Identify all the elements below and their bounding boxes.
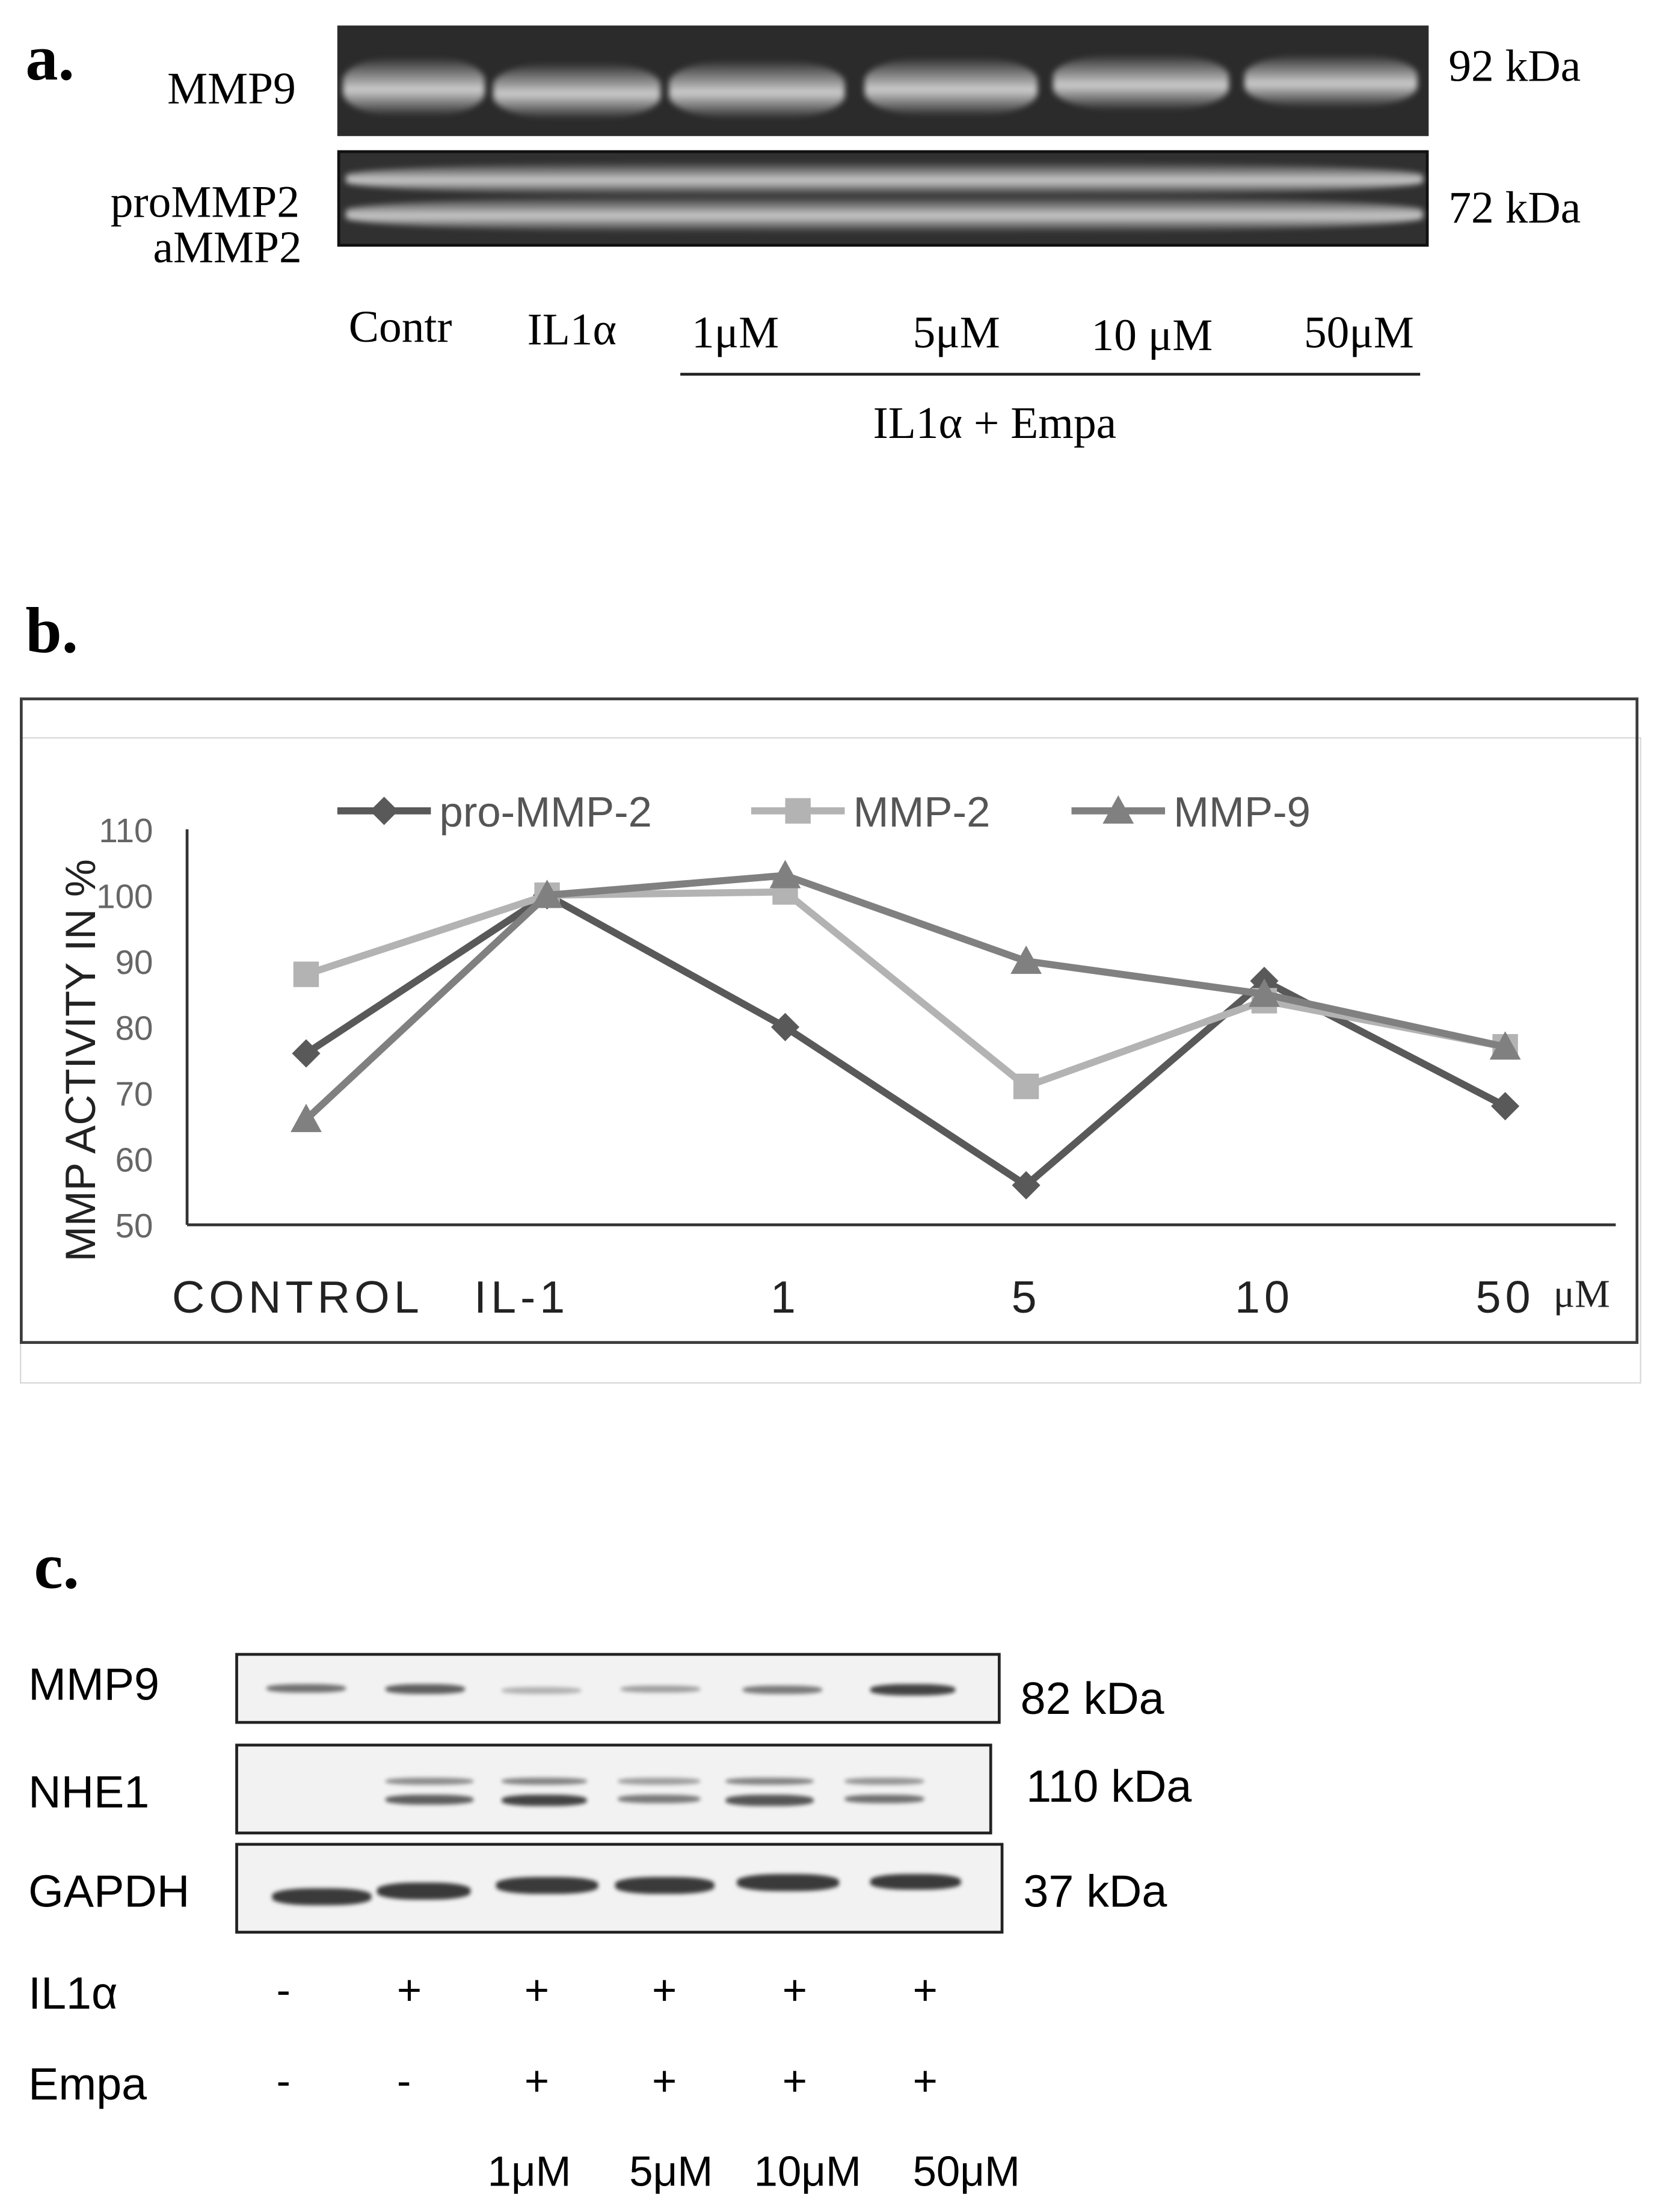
chart-frame	[19, 697, 1639, 1344]
wb-size-gapdh: 37 kDa	[1023, 1865, 1167, 1917]
empa-sign: +	[912, 2058, 938, 2106]
ammp2-label: aMMP2	[153, 221, 302, 273]
triangle-marker	[531, 880, 563, 908]
mmp9-label: MMP9	[167, 62, 296, 114]
y-axis: 50 60 70 80 90 100 110	[96, 812, 1616, 1245]
empa-sign: -	[396, 2058, 411, 2106]
triangle-marker	[1489, 1031, 1521, 1060]
wb-size-nhe1: 110 kDa	[1026, 1760, 1192, 1812]
panel-a-letter: a.	[25, 21, 75, 94]
dose-label-10um: 10μM	[754, 2149, 861, 2196]
triangle-marker	[1249, 978, 1280, 1007]
lane-label-10um: 10 μM	[1091, 309, 1213, 360]
series-line	[303, 872, 1506, 1123]
x-tick-label: 50	[1476, 1272, 1535, 1322]
square-marker	[1013, 1073, 1039, 1100]
triangle-marker	[769, 860, 801, 889]
il1a-sign: +	[524, 1967, 550, 2015]
western-blot-mmp9	[235, 1653, 1001, 1724]
il1a-sign: +	[396, 1967, 422, 2015]
lane-label-contr: Contr	[348, 300, 452, 352]
empa-sign: -	[276, 2058, 291, 2106]
chart-legend: pro-MMP-2 MMP-2 MMP-9	[337, 788, 1311, 836]
wb-label-gapdh: GAPDH	[28, 1865, 190, 1917]
y-axis-label: MMP ACTIVITY IN %	[58, 859, 105, 1262]
diamond-marker	[1012, 1171, 1041, 1200]
legend-entry: MMP-9	[1071, 788, 1311, 836]
prommp2-label: proMMP2	[110, 176, 300, 227]
il1a-row-label: IL1α	[28, 1967, 118, 2019]
legend-entry: pro-MMP-2	[337, 788, 652, 836]
triangle-marker	[1102, 795, 1134, 824]
lane-label-5um: 5μM	[912, 306, 1000, 357]
il1a-sign: +	[912, 1967, 938, 2015]
empa-sign: +	[524, 2058, 550, 2106]
mmp2-size-label: 72 kDa	[1448, 181, 1581, 233]
legend-label: MMP-2	[853, 788, 991, 836]
x-axis: CONTROL IL-1 1 5 10 50	[172, 1272, 1535, 1322]
lane-label-1um: 1μM	[691, 306, 779, 357]
series-mmp-2	[293, 879, 1518, 1100]
panel-c-letter: c.	[34, 1529, 79, 1602]
mmp9-size-label: 92 kDa	[1448, 39, 1581, 91]
il1a-sign: -	[276, 1967, 291, 2015]
y-tick-label: 90	[115, 943, 153, 981]
x-tick-label: CONTROL	[172, 1272, 423, 1322]
series-line	[304, 892, 1507, 1189]
y-tick-label: 110	[99, 812, 153, 849]
series-mmp-9	[291, 860, 1521, 1132]
square-marker	[293, 961, 319, 987]
empa-sign: +	[782, 2058, 808, 2106]
x-tick-label: IL-1	[474, 1272, 569, 1322]
lane-label-il1a: IL1α	[527, 303, 617, 355]
empa-group-label: IL1α + Empa	[873, 396, 1117, 448]
diamond-marker	[370, 796, 399, 825]
wb-size-mmp9: 82 kDa	[1020, 1672, 1164, 1724]
lane-label-50um: 50μM	[1303, 306, 1414, 357]
x-tick-label: 10	[1235, 1272, 1294, 1322]
western-blot-nhe1	[235, 1743, 992, 1835]
series-line	[305, 888, 1506, 1090]
dose-label-50um: 50μM	[912, 2149, 1020, 2196]
x-axis-unit: μM	[1553, 1273, 1610, 1317]
triangle-marker	[291, 1103, 322, 1132]
empa-group-line	[680, 372, 1421, 376]
diamond-marker	[1491, 1092, 1520, 1121]
legend-label: pro-MMP-2	[440, 788, 652, 836]
x-tick-label: 1	[770, 1272, 800, 1322]
legend-label: MMP-9	[1173, 788, 1311, 836]
x-tick-label: 5	[1012, 1272, 1041, 1322]
empa-sign: +	[651, 2058, 677, 2106]
legend-entry: MMP-2	[751, 788, 990, 836]
dose-label-1um: 1μM	[487, 2149, 571, 2196]
zymogram-mmp2-strip	[337, 150, 1429, 247]
y-tick-label: 80	[115, 1009, 153, 1047]
western-blot-gapdh	[235, 1843, 1004, 1934]
wb-label-nhe1: NHE1	[28, 1766, 150, 1818]
panel-b-letter: b.	[25, 594, 78, 667]
y-tick-label: 70	[115, 1075, 153, 1113]
empa-row-label: Empa	[28, 2058, 147, 2110]
triangle-marker	[1010, 945, 1042, 974]
il1a-sign: +	[782, 1967, 808, 2015]
dose-label-5um: 5μM	[629, 2149, 713, 2196]
chart-series	[291, 860, 1521, 1200]
square-marker	[785, 798, 811, 824]
wb-label-mmp9: MMP9	[28, 1659, 159, 1710]
y-tick-label: 60	[115, 1141, 153, 1179]
y-tick-label: 100	[96, 877, 153, 915]
il1a-sign: +	[651, 1967, 677, 2015]
y-tick-label: 50	[115, 1207, 153, 1245]
zymogram-mmp9-strip	[337, 25, 1429, 137]
series-pro-mmp-2	[292, 881, 1520, 1200]
